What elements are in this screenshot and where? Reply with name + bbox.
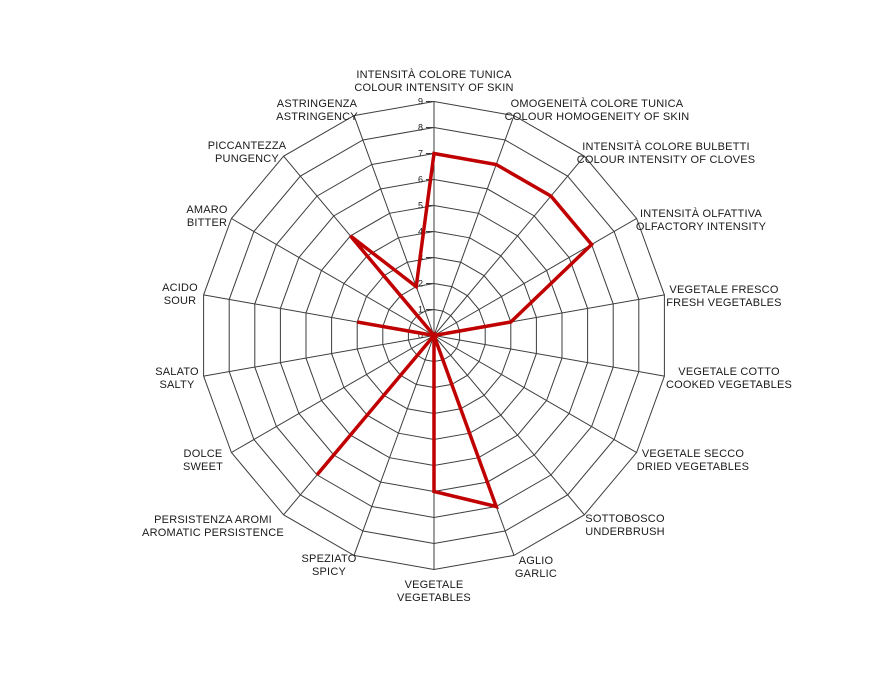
tick-label-2: 2 (418, 279, 423, 289)
axis-label-italian: PERSISTENZA AROMI (154, 514, 272, 526)
axis-label-italian: SALATO (155, 366, 199, 378)
axis-label-14: ACIDO SOUR (162, 282, 198, 307)
axis-label-8: AGLIO GARLIC (515, 555, 557, 580)
axis-label-7: SOTTOBOSCO UNDERBRUSH (585, 513, 665, 538)
axis-label-english: SPICY (312, 566, 346, 578)
axis-label-6: VEGETALE SECCO DRIED VEGETABLES (637, 448, 749, 473)
tick-label-7: 7 (418, 149, 423, 159)
axis-label-english: COLOUR HOMOGENEITY OF SKIN (505, 111, 690, 123)
axis-spoke-1 (433, 115, 515, 336)
axis-label-english: GARLIC (515, 568, 557, 580)
tick-label-4: 4 (418, 227, 423, 237)
axis-label-english: ASTRINGENCY (276, 111, 358, 123)
axis-label-italian: AMARO (186, 204, 228, 216)
axis-label-italian: PICCANTEZZA (208, 140, 287, 152)
data-series-polygon-0 (315, 151, 594, 509)
axis-label-2: INTENSITÀ COLORE BULBETTI COLOUR INTENSIT… (577, 140, 756, 166)
axis-label-3: INTENSITÀ OLFATTIVA OLFACTORY INTENSITY (636, 207, 767, 233)
axis-label-12: DOLCE SWEET (183, 448, 223, 473)
axis-label-english: FRESH VEGETABLES (666, 297, 781, 309)
axis-label-english: COOKED VEGETABLES (666, 379, 792, 391)
axis-label-16: PICCANTEZZA PUNGENCY (208, 140, 287, 165)
axis-label-english: UNDERBRUSH (585, 526, 665, 538)
axis-spoke-17 (353, 115, 435, 336)
axis-label-11: PERSISTENZA AROMI AROMATIC PERSISTENCE (142, 514, 284, 539)
axis-label-english: SOUR (164, 295, 197, 307)
axis-label-1: OMOGENEITÀ COLORE TUNICA COLOUR HOMOGENEI… (505, 97, 690, 123)
axis-label-italian: ASTRINGENZA (277, 98, 358, 110)
axis-label-italian: VEGETALE FRESCO (669, 284, 778, 296)
axis-label-english: COLOUR INTENSITY OF SKIN (354, 82, 513, 94)
axis-label-english: SALTY (159, 379, 194, 391)
axis-label-italian: SOTTOBOSCO (585, 513, 665, 525)
axis-label-0: INTENSITÀ COLORE TUNICA COLOUR INTENSITY … (354, 68, 513, 94)
axis-label-italian: INTENSITÀ COLORE BULBETTI (582, 140, 750, 153)
axis-spoke-6 (433, 335, 637, 453)
axis-label-italian: AGLIO (519, 555, 554, 567)
axis-label-italian: INTENSITÀ OLFATTIVA (640, 207, 762, 220)
tick-label-5: 5 (418, 201, 423, 211)
axis-label-italian: ACIDO (162, 282, 198, 294)
axis-label-italian: VEGETALE COTTO (678, 366, 780, 378)
axis-label-4: VEGETALE FRESCO FRESH VEGETABLES (666, 284, 781, 309)
axis-label-english: BITTER (187, 217, 227, 229)
axis-label-italian: SPEZIATO (302, 553, 357, 565)
axis-label-english: COLOUR INTENSITY OF CLOVES (577, 154, 756, 166)
axis-spoke-10 (353, 335, 435, 556)
axis-label-italian: INTENSITÀ COLORE TUNICA (356, 68, 512, 81)
axis-label-english: VEGETABLES (397, 592, 471, 604)
axis-label-english: SWEET (183, 461, 223, 473)
tick-label-9: 9 (418, 97, 423, 107)
axis-label-15: AMARO BITTER (186, 204, 228, 229)
axis-label-english: OLFACTORY INTENSITY (636, 221, 767, 233)
axis-label-5: VEGETALE COTTO COOKED VEGETABLES (666, 366, 792, 391)
axis-label-italian: VEGETALE (405, 579, 464, 591)
tick-label-8: 8 (418, 123, 423, 133)
axis-label-italian: OMOGENEITÀ COLORE TUNICA (511, 97, 684, 110)
axis-label-13: SALATO SALTY (155, 366, 199, 391)
tick-label-6: 6 (418, 175, 423, 185)
axis-spoke-12 (231, 335, 435, 453)
axis-spoke-13 (203, 335, 435, 377)
axis-label-17: ASTRINGENZA ASTRINGENCY (276, 98, 358, 123)
axis-spoke-15 (231, 218, 435, 336)
axis-label-10: SPEZIATO SPICY (302, 553, 357, 578)
axis-label-english: DRIED VEGETABLES (637, 461, 749, 473)
axis-spoke-3 (433, 218, 637, 336)
axis-label-italian: DOLCE (184, 448, 223, 460)
axis-label-english: PUNGENCY (215, 153, 279, 165)
axis-spoke-2 (433, 155, 585, 336)
tick-label-1: 1 (418, 305, 423, 315)
axis-label-9: VEGETALE VEGETABLES (397, 579, 471, 604)
axis-label-italian: VEGETALE SECCO (642, 448, 744, 460)
axis-label-english: AROMATIC PERSISTENCE (142, 527, 284, 539)
axis-spoke-7 (433, 335, 585, 516)
tick-label-0: 0 (418, 331, 423, 341)
axis-spoke-5 (433, 335, 665, 377)
